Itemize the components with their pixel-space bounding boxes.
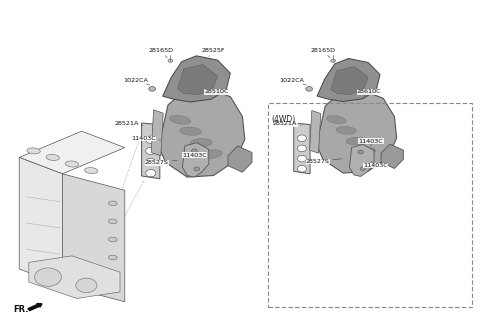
- Ellipse shape: [65, 161, 79, 167]
- Text: 1022CA: 1022CA: [123, 78, 150, 85]
- Ellipse shape: [298, 165, 306, 172]
- Polygon shape: [178, 65, 217, 95]
- Text: 28527S: 28527S: [306, 159, 342, 164]
- Ellipse shape: [169, 115, 191, 124]
- Polygon shape: [381, 144, 403, 169]
- Ellipse shape: [191, 138, 212, 147]
- Circle shape: [35, 268, 61, 286]
- Text: 11403C: 11403C: [182, 152, 207, 158]
- Ellipse shape: [108, 201, 117, 206]
- Ellipse shape: [180, 127, 201, 135]
- Text: 28521A: 28521A: [273, 121, 301, 127]
- Ellipse shape: [146, 158, 156, 166]
- Text: 1022CA: 1022CA: [279, 78, 306, 85]
- Text: 11403C: 11403C: [363, 161, 388, 168]
- Polygon shape: [294, 123, 310, 174]
- Circle shape: [192, 149, 197, 153]
- Ellipse shape: [108, 219, 117, 224]
- Circle shape: [360, 167, 366, 171]
- Text: 28527S: 28527S: [145, 160, 177, 165]
- Polygon shape: [316, 91, 396, 173]
- Ellipse shape: [298, 135, 306, 142]
- Polygon shape: [19, 131, 125, 174]
- Circle shape: [149, 87, 156, 91]
- Bar: [268, 103, 472, 307]
- Circle shape: [194, 167, 200, 171]
- Ellipse shape: [108, 237, 117, 242]
- Ellipse shape: [336, 127, 356, 134]
- Text: 28510C: 28510C: [205, 89, 229, 95]
- Circle shape: [358, 150, 363, 154]
- Polygon shape: [19, 157, 62, 285]
- FancyArrow shape: [28, 304, 42, 311]
- Ellipse shape: [146, 170, 156, 177]
- Text: 11403C: 11403C: [359, 138, 384, 146]
- Ellipse shape: [108, 255, 117, 260]
- Polygon shape: [29, 256, 120, 298]
- Circle shape: [306, 87, 312, 91]
- Ellipse shape: [346, 137, 366, 145]
- Polygon shape: [317, 58, 380, 102]
- Text: (4WD): (4WD): [272, 115, 296, 124]
- Circle shape: [76, 278, 97, 293]
- Ellipse shape: [146, 147, 156, 154]
- Text: 28525F: 28525F: [202, 48, 225, 56]
- Ellipse shape: [298, 155, 306, 162]
- Text: 28610C: 28610C: [357, 89, 382, 96]
- Ellipse shape: [146, 136, 156, 143]
- Polygon shape: [349, 144, 374, 176]
- Ellipse shape: [84, 168, 98, 174]
- Polygon shape: [310, 111, 321, 153]
- Polygon shape: [228, 146, 252, 172]
- Polygon shape: [163, 56, 230, 102]
- Polygon shape: [151, 110, 163, 156]
- Polygon shape: [62, 174, 125, 302]
- Text: 28165D: 28165D: [310, 48, 335, 58]
- Ellipse shape: [46, 154, 60, 160]
- Polygon shape: [142, 123, 160, 179]
- Ellipse shape: [356, 148, 376, 156]
- Polygon shape: [158, 89, 245, 177]
- Ellipse shape: [201, 150, 222, 158]
- Circle shape: [168, 59, 173, 62]
- Text: 11403C: 11403C: [131, 136, 160, 141]
- Circle shape: [331, 59, 336, 62]
- Text: 28165D: 28165D: [148, 48, 173, 58]
- Text: 28521A: 28521A: [114, 121, 143, 127]
- Ellipse shape: [298, 145, 306, 152]
- Ellipse shape: [27, 148, 40, 154]
- Text: FR.: FR.: [13, 305, 29, 315]
- Polygon shape: [182, 143, 209, 177]
- Polygon shape: [331, 67, 368, 95]
- Ellipse shape: [327, 115, 346, 124]
